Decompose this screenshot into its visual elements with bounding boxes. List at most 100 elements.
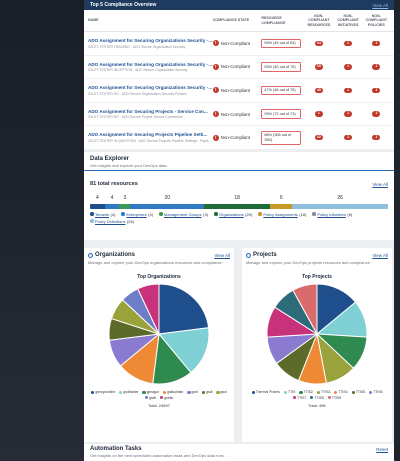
row-name-cell: ADO Assignment for Securing Organization… — [88, 38, 213, 49]
resource-legend-item[interactable]: Policy Initiatives (6) — [312, 212, 352, 217]
row-name-cell: ADO Assignment for Securing Organization… — [88, 62, 213, 73]
pie-legend-item[interactable]: TTIS2 — [299, 390, 313, 394]
compliance-row[interactable]: ADO Assignment for Securing Organization… — [84, 32, 394, 56]
pie-legend-item[interactable]: gsekk — [160, 396, 173, 400]
pie-legend-item[interactable]: gsdtrainer — [119, 390, 138, 394]
compliance-view-all-link[interactable]: View All — [372, 2, 388, 8]
legend-color-dot — [312, 212, 316, 216]
noncompliant-initiatives-badge: 1 — [344, 87, 353, 94]
resource-bar-segment[interactable] — [204, 204, 271, 209]
resource-bar-segment[interactable] — [270, 204, 293, 209]
pie-legend-dot — [201, 390, 206, 394]
pie-legend-item[interactable]: TTIS — [283, 390, 295, 394]
pie-legend-item[interactable]: gsol — [216, 390, 227, 394]
resource-bar-segment[interactable] — [90, 204, 105, 209]
sidebar-background — [0, 0, 84, 461]
resource-bar-segment[interactable] — [130, 204, 205, 209]
pie-legend-item[interactable]: gsell — [144, 396, 156, 400]
assignment-name-link[interactable]: ADO Assignment for Securing Organization… — [88, 85, 213, 91]
error-icon: ! — [212, 111, 219, 118]
col-name[interactable]: NAME — [88, 18, 99, 23]
noncompliant-initiatives-cell: 1 — [333, 134, 362, 141]
compliance-row[interactable]: ADO Assignment for Securing Projects Pip… — [84, 126, 394, 150]
compliance-row[interactable]: ADO Assignment for Securing Organization… — [84, 56, 394, 80]
legend-name[interactable]: Enterprises — [126, 211, 147, 217]
resource-bar-segment[interactable] — [292, 204, 388, 209]
resource-legend-item[interactable]: Policy Definitions (26) — [90, 219, 134, 224]
noncompliant-initiatives-cell: 1 — [333, 64, 362, 70]
resource-bar-segment[interactable] — [119, 204, 131, 209]
pie-legend-dot — [299, 390, 303, 394]
pie-slice[interactable] — [158, 283, 210, 335]
col-compliance-state[interactable]: COMPLIANCE STATE — [212, 18, 250, 23]
pie-legend-item[interactable]: TTIS4 — [334, 390, 348, 394]
resource-bar-segment[interactable] — [104, 204, 120, 209]
pie-legend-item[interactable]: TTIS5 — [351, 390, 365, 394]
pie-legend-item[interactable]: gsitkolman — [162, 390, 183, 394]
organizations-view-all-link[interactable]: View All — [214, 252, 230, 258]
resource-legend-item[interactable]: Policy Assignments (18) — [258, 212, 306, 217]
top-projects-pie — [266, 283, 368, 385]
legend-name[interactable]: Tenants — [95, 211, 110, 217]
col-noncompliant-initiatives[interactable]: NON-COMPLIANT INITIATIVES — [337, 13, 359, 27]
legend-color-dot — [121, 212, 125, 216]
row-name-cell: ADO Assignment for Securing Organization… — [88, 85, 213, 96]
resource-legend-item[interactable]: Organizations (20) — [214, 212, 252, 217]
col-noncompliant-resources[interactable]: NON-COMPLIANT RESOURCES — [307, 13, 331, 27]
compliance-state-text: Non-Compliant — [220, 135, 250, 141]
legend-color-dot — [90, 219, 94, 223]
assignment-name-link[interactable]: ADO Assignment for Securing Projects Pip… — [88, 132, 208, 138]
resource-compliance-badge: 59% (49 out of 83) — [261, 38, 302, 49]
explorer-view-all-link[interactable]: View All — [372, 181, 388, 187]
pie-legend-item[interactable]: gsnt — [187, 390, 198, 394]
noncompliant-policies-badge: 1 — [372, 64, 381, 70]
pie-slice[interactable] — [137, 283, 160, 335]
compliance-title: Top 5 Compliance Overview — [90, 2, 157, 8]
compliance-row[interactable]: ADO Assignment for Securing Organization… — [84, 79, 394, 103]
legend-name[interactable]: Policy Assignments — [263, 211, 298, 217]
col-resource-compliance[interactable]: RESOURCE COMPLIANCE — [261, 16, 286, 25]
automation-reset-link[interactable]: Reset — [376, 446, 388, 452]
section-divider — [84, 170, 394, 171]
compliance-row[interactable]: ADO Assignment for Securing Projects - S… — [84, 103, 394, 127]
pie-legend-item[interactable]: Thermal Probes — [251, 390, 280, 394]
pie-slice[interactable] — [158, 327, 210, 374]
pie-legend-item[interactable]: gsdl — [201, 390, 212, 394]
assignment-name-link[interactable]: ADO Assignment for Securing Organization… — [88, 61, 213, 67]
legend-color-dot — [214, 212, 218, 216]
pie-legend-dot — [91, 390, 95, 394]
assignment-name-link[interactable]: ADO Assignment for Securing Organization… — [88, 38, 213, 44]
resource-legend-item[interactable]: Enterprises (4) — [121, 212, 153, 217]
legend-name[interactable]: Policy Definitions — [95, 218, 126, 224]
projects-subtitle: Manage and explore your DevOps projects … — [246, 260, 371, 265]
pie-legend-item[interactable]: TTIS8 — [310, 396, 324, 400]
legend-name[interactable]: Organizations — [219, 211, 244, 217]
pie-legend-item[interactable]: gsecyoonline — [91, 390, 115, 394]
pie-legend-item[interactable]: TTIS6 — [369, 390, 382, 394]
pie-legend-item[interactable]: TTIS9 — [327, 395, 342, 400]
organizations-title: Organizations — [95, 252, 136, 258]
assignment-name-link[interactable]: ADO Assignment for Securing Projects - S… — [88, 108, 208, 114]
noncompliant-policies-badge: 1 — [372, 111, 381, 117]
pie-legend-dot — [334, 390, 338, 394]
resource-legend-item[interactable]: Management Groups (3) — [159, 212, 208, 217]
pie-legend-label: TTIS9 — [331, 395, 342, 400]
automation-tasks-card: Automation Tasks Reset Get insights on t… — [84, 444, 394, 461]
resource-legend-item[interactable]: Tenants (4) — [90, 212, 115, 217]
legend-name[interactable]: Management Groups — [164, 211, 202, 217]
resource-legend: Tenants (4) Enterprises (4) Management Group… — [84, 209, 394, 224]
legend-name[interactable]: Policy Initiatives — [317, 211, 346, 217]
pie-legend-item[interactable]: TTIS3 — [316, 390, 330, 394]
pie-legend-item[interactable]: TTIS7 — [292, 396, 306, 400]
pie-legend-dot — [292, 396, 297, 400]
pie-slice[interactable] — [292, 283, 318, 335]
legend-count: (4) — [148, 211, 154, 217]
compliance-overview-card: Top 5 Compliance Overview View All NAME … — [84, 0, 394, 150]
pie-legend-item[interactable]: gjmagor — [142, 390, 159, 394]
assignment-scope-text: GD-ET-TESTER IN QUESTION · ADO Secure Pr… — [88, 138, 213, 143]
projects-view-all-link[interactable]: View All — [372, 252, 388, 258]
legend-color-dot — [159, 212, 163, 216]
compliance-column-headers: NAME COMPLIANCE STATE RESOURCE COMPLIANC… — [84, 10, 394, 32]
col-noncompliant-policies[interactable]: NON-COMPLIANT POLICIES — [365, 13, 388, 27]
pie-legend-dot — [160, 396, 164, 400]
